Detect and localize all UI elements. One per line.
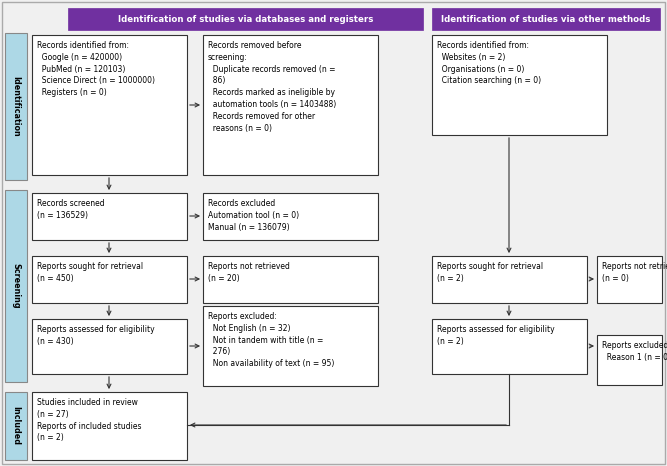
Text: Identification of studies via other methods: Identification of studies via other meth…: [442, 14, 651, 23]
Text: Reports not retrieved
(n = 0): Reports not retrieved (n = 0): [602, 262, 667, 283]
Bar: [5, 392, 27, 460]
Bar: [597, 335, 662, 385]
Bar: [5, 190, 27, 382]
Text: Records screened
(n = 136529): Records screened (n = 136529): [37, 199, 105, 220]
Text: Records identified from:
  Google (n = 420000)
  PubMed (n = 120103)
  Science D: Records identified from: Google (n = 420…: [37, 41, 155, 97]
Text: Reports excluded:
  Reason 1 (n = 0): Reports excluded: Reason 1 (n = 0): [602, 341, 667, 362]
Text: Reports not retrieved
(n = 20): Reports not retrieved (n = 20): [208, 262, 290, 283]
Text: Identification: Identification: [11, 76, 21, 137]
Bar: [203, 306, 378, 386]
Text: Included: Included: [11, 406, 21, 445]
Bar: [203, 193, 378, 240]
Bar: [32, 392, 187, 460]
Text: Reports assessed for eligibility
(n = 2): Reports assessed for eligibility (n = 2): [437, 325, 555, 346]
Bar: [203, 35, 378, 175]
Bar: [432, 256, 587, 303]
Bar: [5, 33, 27, 180]
Bar: [597, 256, 662, 303]
Text: Studies included in review
(n = 27)
Reports of included studies
(n = 2): Studies included in review (n = 27) Repo…: [37, 398, 141, 442]
Text: Records excluded
Automation tool (n = 0)
Manual (n = 136079): Records excluded Automation tool (n = 0)…: [208, 199, 299, 232]
Bar: [432, 35, 607, 135]
Text: Identification of studies via databases and registers: Identification of studies via databases …: [118, 14, 374, 23]
Text: Reports excluded:
  Not English (n = 32)
  Not in tandem with title (n =
  276)
: Reports excluded: Not English (n = 32) N…: [208, 312, 334, 368]
Bar: [32, 35, 187, 175]
Bar: [68, 8, 423, 30]
Text: Reports assessed for eligibility
(n = 430): Reports assessed for eligibility (n = 43…: [37, 325, 155, 346]
Text: Reports sought for retrieval
(n = 2): Reports sought for retrieval (n = 2): [437, 262, 543, 283]
Bar: [32, 193, 187, 240]
Bar: [203, 256, 378, 303]
Bar: [432, 319, 587, 374]
Text: Screening: Screening: [11, 263, 21, 309]
Bar: [32, 256, 187, 303]
Text: Records identified from:
  Websites (n = 2)
  Organisations (n = 0)
  Citation s: Records identified from: Websites (n = 2…: [437, 41, 541, 85]
Text: Records removed before
screening:
  Duplicate records removed (n =
  86)
  Recor: Records removed before screening: Duplic…: [208, 41, 336, 133]
Bar: [32, 319, 187, 374]
Bar: [432, 8, 660, 30]
Text: Reports sought for retrieval
(n = 450): Reports sought for retrieval (n = 450): [37, 262, 143, 283]
